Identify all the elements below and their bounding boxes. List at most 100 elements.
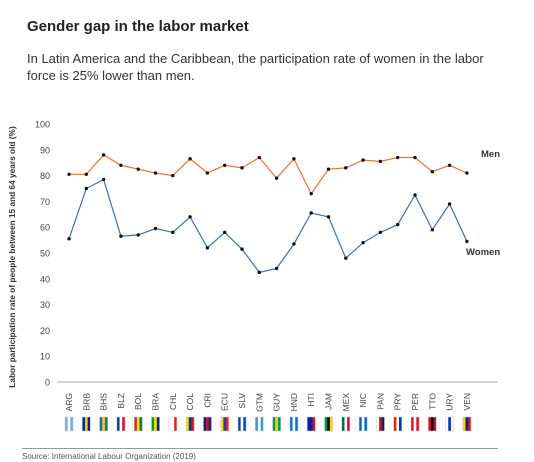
women-data-point <box>326 215 331 219</box>
flag-icon <box>410 416 420 432</box>
women-series-line <box>68 178 468 274</box>
women-data-point <box>465 239 469 244</box>
women-data-point <box>274 266 279 271</box>
flag-icon <box>272 416 281 432</box>
x-tick-label: PER <box>410 393 420 410</box>
women-data-point <box>223 230 227 235</box>
y-tick-label: 30 <box>40 300 50 310</box>
flag-stripe <box>116 417 120 431</box>
flag-stripe <box>119 417 123 431</box>
men-data-point <box>223 163 227 167</box>
flag-stripe <box>292 417 296 431</box>
men-data-point <box>465 171 469 175</box>
flag-stripe <box>413 417 417 431</box>
x-tick-label: CHL <box>168 393 178 410</box>
flag-stripe <box>364 417 368 431</box>
flag-icon <box>462 416 472 432</box>
y-tick-label: 0 <box>45 378 50 388</box>
flag-stripe <box>309 417 313 431</box>
chart-title: Gender gap in the labor market <box>27 18 249 35</box>
women-data-point <box>205 246 210 250</box>
flag-icon <box>341 416 351 432</box>
women-data-point <box>257 270 261 275</box>
x-tick-label: HND <box>289 393 299 411</box>
flag-stripe <box>168 417 172 431</box>
flag-stripe <box>67 417 71 431</box>
women-data-point <box>396 222 400 227</box>
flag-stripe <box>433 417 437 431</box>
flag-stripe <box>448 417 452 431</box>
flag-stripe <box>272 417 276 431</box>
flag-icon <box>220 416 229 432</box>
men-data-point <box>326 167 331 171</box>
women-data-point <box>136 233 140 237</box>
flag-stripe <box>289 417 293 431</box>
flag-stripe <box>174 417 177 431</box>
flag-stripe <box>99 417 103 431</box>
y-tick-label: 50 <box>40 249 50 259</box>
y-tick-label: 80 <box>40 171 50 181</box>
flag-icon <box>255 416 264 432</box>
flag-stripe <box>428 417 432 431</box>
flag-stripe <box>381 417 385 431</box>
flag-stripe <box>393 417 397 431</box>
x-tick-label: JAM <box>324 393 334 410</box>
flag-icon <box>324 416 333 432</box>
flag-stripe <box>399 417 402 431</box>
women-data-point <box>344 256 348 260</box>
flag-icon <box>203 416 212 432</box>
men-data-point <box>378 159 383 164</box>
flag-stripe <box>191 417 195 431</box>
flag-stripe <box>361 417 365 431</box>
women-data-point <box>378 230 383 235</box>
women-data-point <box>430 228 434 232</box>
flag-stripe <box>462 417 466 431</box>
source-note: Source: International Labour Organizatio… <box>22 452 196 461</box>
x-tick-label: SLV <box>237 393 247 409</box>
flag-icon <box>116 416 126 432</box>
men-data-point <box>309 191 313 196</box>
flag-stripe <box>134 417 138 431</box>
men-series-line <box>69 154 468 195</box>
flag-stripe <box>240 417 244 431</box>
men-data-point <box>274 176 279 180</box>
flag-stripe <box>203 417 207 431</box>
flag-stripe <box>220 417 224 431</box>
x-tick-label: URY <box>445 393 455 411</box>
flag-stripe <box>208 417 212 431</box>
men-data-point <box>361 158 365 162</box>
flag-stripe <box>430 417 434 431</box>
flag-icon <box>237 416 247 432</box>
flag-stripe <box>70 417 74 431</box>
x-tick-label: BRA <box>151 393 161 411</box>
y-tick-label: 90 <box>40 145 50 155</box>
women-data-point <box>447 202 452 206</box>
chart-subtitle: In Latin America and the Caribbean, the … <box>27 51 484 83</box>
men-data-point <box>447 163 452 167</box>
y-tick-label: 20 <box>40 326 50 336</box>
x-tick-label: GTM <box>254 393 264 412</box>
flag-stripe <box>226 417 229 431</box>
x-tick-label: BLZ <box>116 393 126 409</box>
flag-stripe <box>188 417 192 431</box>
flag-stripe <box>223 417 227 431</box>
flag-stripe <box>275 417 279 431</box>
men-data-point <box>153 171 158 175</box>
x-tick-label: HTI <box>306 393 316 407</box>
flag-stripe <box>238 417 241 431</box>
x-tick-label: NIC <box>358 393 368 408</box>
series-label-women: Women <box>466 247 500 258</box>
flag-icon <box>445 416 454 432</box>
flag-stripe <box>136 417 140 431</box>
flag-stripe <box>206 417 209 431</box>
men-data-point <box>344 166 348 170</box>
x-tick-label: GUY <box>272 393 282 412</box>
women-data-point <box>67 237 71 241</box>
flag-stripe <box>139 417 143 431</box>
flag-stripe <box>450 417 454 431</box>
x-tick-label: COL <box>185 393 195 411</box>
x-tick-label: TTO <box>427 393 437 410</box>
flag-stripe <box>122 417 126 431</box>
flag-stripe <box>295 417 299 431</box>
